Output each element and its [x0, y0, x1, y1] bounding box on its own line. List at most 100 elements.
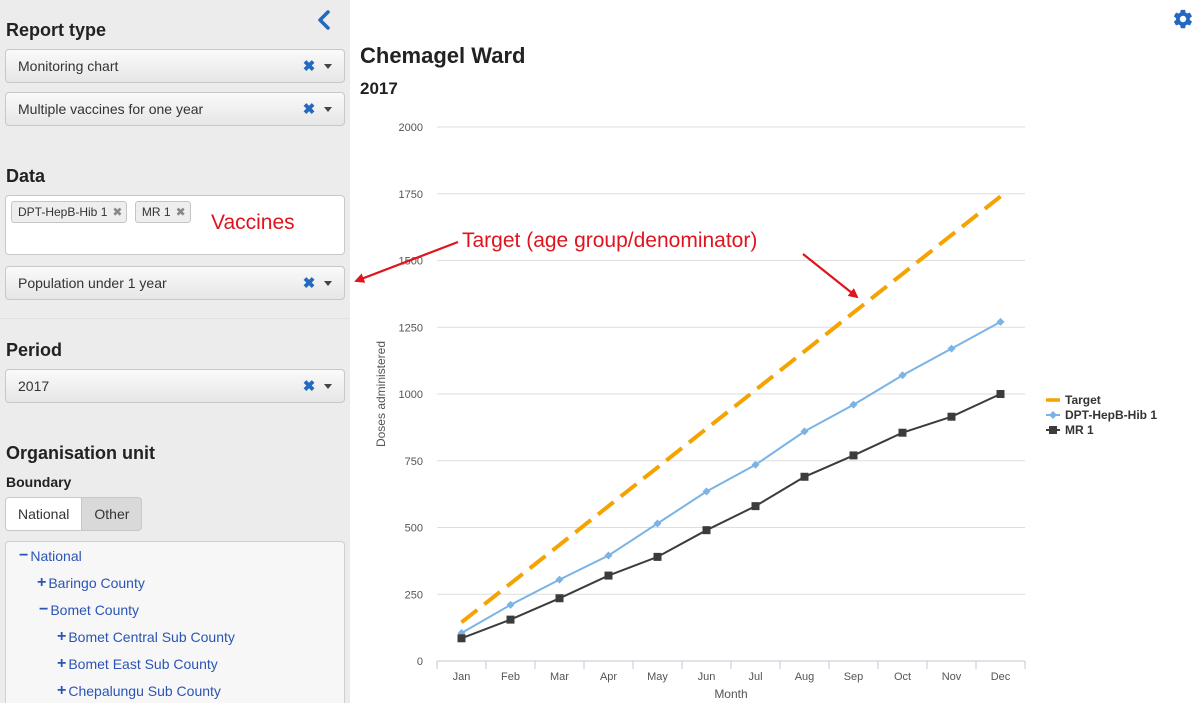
clear-x-icon[interactable]: ✖	[302, 58, 316, 75]
data-point	[506, 600, 515, 609]
data-point	[947, 412, 956, 421]
x-tick-label: Mar	[550, 671, 569, 683]
tree-item-label[interactable]: Bomet East Sub County	[68, 656, 218, 672]
report-type-title: Report type	[6, 20, 107, 40]
data-point	[849, 451, 858, 460]
y-tick-label: 1500	[399, 256, 423, 268]
chevron-left-icon[interactable]	[315, 9, 335, 31]
remove-tag-icon[interactable]: ✖	[112, 205, 123, 219]
data-point	[751, 460, 760, 469]
report-type-value: Monitoring chart	[18, 58, 119, 74]
legend-label: DPT-HepB-Hib 1	[1065, 408, 1157, 422]
org-unit-title: Organisation unit	[6, 443, 156, 463]
collapse-minus-icon[interactable]: −	[39, 601, 49, 618]
x-tick-label: Aug	[795, 671, 815, 683]
clear-x-icon[interactable]: ✖	[302, 378, 316, 395]
data-point	[996, 390, 1005, 398]
tree-item[interactable]: + Bomet East Sub County	[57, 655, 218, 673]
tree-item[interactable]: + Chepalungu Sub County	[57, 682, 221, 700]
data-point	[555, 594, 564, 603]
remove-tag-icon[interactable]: ✖	[175, 205, 186, 219]
data-point	[996, 317, 1005, 326]
data-tag[interactable]: MR 1 ✖	[134, 201, 191, 223]
tree-item[interactable]: − National	[19, 547, 82, 565]
target-annotation: Target (age group/denominator)	[462, 229, 758, 252]
data-point	[653, 519, 662, 528]
expand-plus-icon[interactable]: +	[37, 574, 47, 591]
org-unit-tree: − National + Baringo County − Bomet County …	[5, 541, 345, 703]
y-tick-label: 1750	[399, 189, 423, 201]
data-point	[751, 502, 760, 511]
data-tag-label: MR 1	[141, 205, 171, 219]
x-axis-title: Month	[714, 687, 747, 701]
x-tick-label: Apr	[600, 671, 617, 683]
data-tag-label: DPT-HepB-Hib 1	[18, 205, 108, 219]
y-tick-label: 0	[417, 656, 423, 668]
report-subtype-select[interactable]: Multiple vaccines for one year ✖	[5, 92, 345, 126]
page-subtitle: 2017	[360, 79, 398, 98]
boundary-national-button[interactable]: National	[5, 497, 83, 531]
tree-item-label[interactable]: Bomet Central Sub County	[68, 629, 235, 645]
tree-item[interactable]: + Bomet Central Sub County	[57, 628, 235, 646]
y-tick-label: 750	[405, 456, 423, 468]
legend-marker	[1049, 426, 1057, 434]
expand-plus-icon[interactable]: +	[57, 628, 67, 645]
tree-item-label[interactable]: Chepalungu Sub County	[68, 683, 221, 699]
legend-label: MR 1	[1065, 423, 1094, 437]
legend-label: Target	[1065, 393, 1101, 407]
data-point	[604, 551, 613, 560]
boundary-other-button[interactable]: Other	[82, 497, 143, 531]
tree-item[interactable]: + Baringo County	[37, 574, 145, 592]
x-tick-label: Jul	[748, 671, 762, 683]
tree-item-label[interactable]: National	[30, 548, 82, 564]
data-point	[457, 634, 466, 643]
clear-x-icon[interactable]: ✖	[302, 101, 316, 118]
data-point	[506, 615, 515, 624]
x-tick-label: Feb	[501, 671, 520, 683]
y-tick-label: 2000	[399, 122, 423, 134]
caret-down-icon[interactable]	[324, 280, 332, 286]
data-point	[849, 400, 858, 409]
data-point	[702, 487, 711, 496]
population-value: Population under 1 year	[18, 275, 167, 291]
data-point	[604, 571, 613, 580]
data-tag[interactable]: DPT-HepB-Hib 1 ✖	[11, 201, 128, 223]
x-tick-label: Jan	[453, 671, 471, 683]
caret-down-icon[interactable]	[324, 63, 332, 69]
period-select[interactable]: 2017 ✖	[5, 369, 345, 403]
y-tick-label: 250	[405, 589, 423, 601]
data-tag-input[interactable]: DPT-HepB-Hib 1 ✖ MR 1 ✖	[5, 195, 345, 255]
clear-x-icon[interactable]: ✖	[302, 275, 316, 292]
tree-item-label[interactable]: Baringo County	[48, 575, 145, 591]
data-point	[898, 428, 907, 437]
report-type-select[interactable]: Monitoring chart ✖	[5, 49, 345, 83]
data-point	[947, 344, 956, 353]
y-axis-title: Doses administered	[374, 341, 388, 447]
y-tick-label: 1000	[399, 389, 423, 401]
monitoring-chart: 0 250 500 750 1000 1250 1500 1750 2000 Jan Feb Mar A…	[374, 122, 1157, 701]
series-line	[461, 321, 1001, 634]
expand-plus-icon[interactable]: +	[57, 682, 67, 699]
data-point	[898, 371, 907, 380]
caret-down-icon[interactable]	[324, 383, 332, 389]
y-tick-label: 500	[405, 523, 423, 535]
collapse-minus-icon[interactable]: −	[19, 547, 29, 564]
data-point	[555, 575, 564, 584]
caret-down-icon[interactable]	[324, 106, 332, 112]
gear-icon[interactable]	[1172, 8, 1194, 30]
x-tick-label: Dec	[991, 671, 1011, 683]
tree-item[interactable]: − Bomet County	[39, 601, 139, 619]
x-tick-label: May	[647, 671, 668, 683]
tree-item-label[interactable]: Bomet County	[50, 602, 140, 618]
sidebar: Report type Monitoring chart ✖ Multiple …	[0, 0, 350, 703]
population-select[interactable]: Population under 1 year ✖	[5, 266, 345, 300]
x-tick-label: Sep	[844, 671, 864, 683]
expand-plus-icon[interactable]: +	[57, 655, 67, 672]
boundary-toggle: National Other	[5, 497, 143, 531]
divider	[0, 318, 350, 319]
data-point	[800, 427, 809, 436]
report-subtype-value: Multiple vaccines for one year	[18, 101, 204, 117]
x-tick-label: Nov	[942, 671, 962, 683]
x-tick-label: Jun	[698, 671, 716, 683]
y-tick-label: 1250	[399, 322, 423, 334]
